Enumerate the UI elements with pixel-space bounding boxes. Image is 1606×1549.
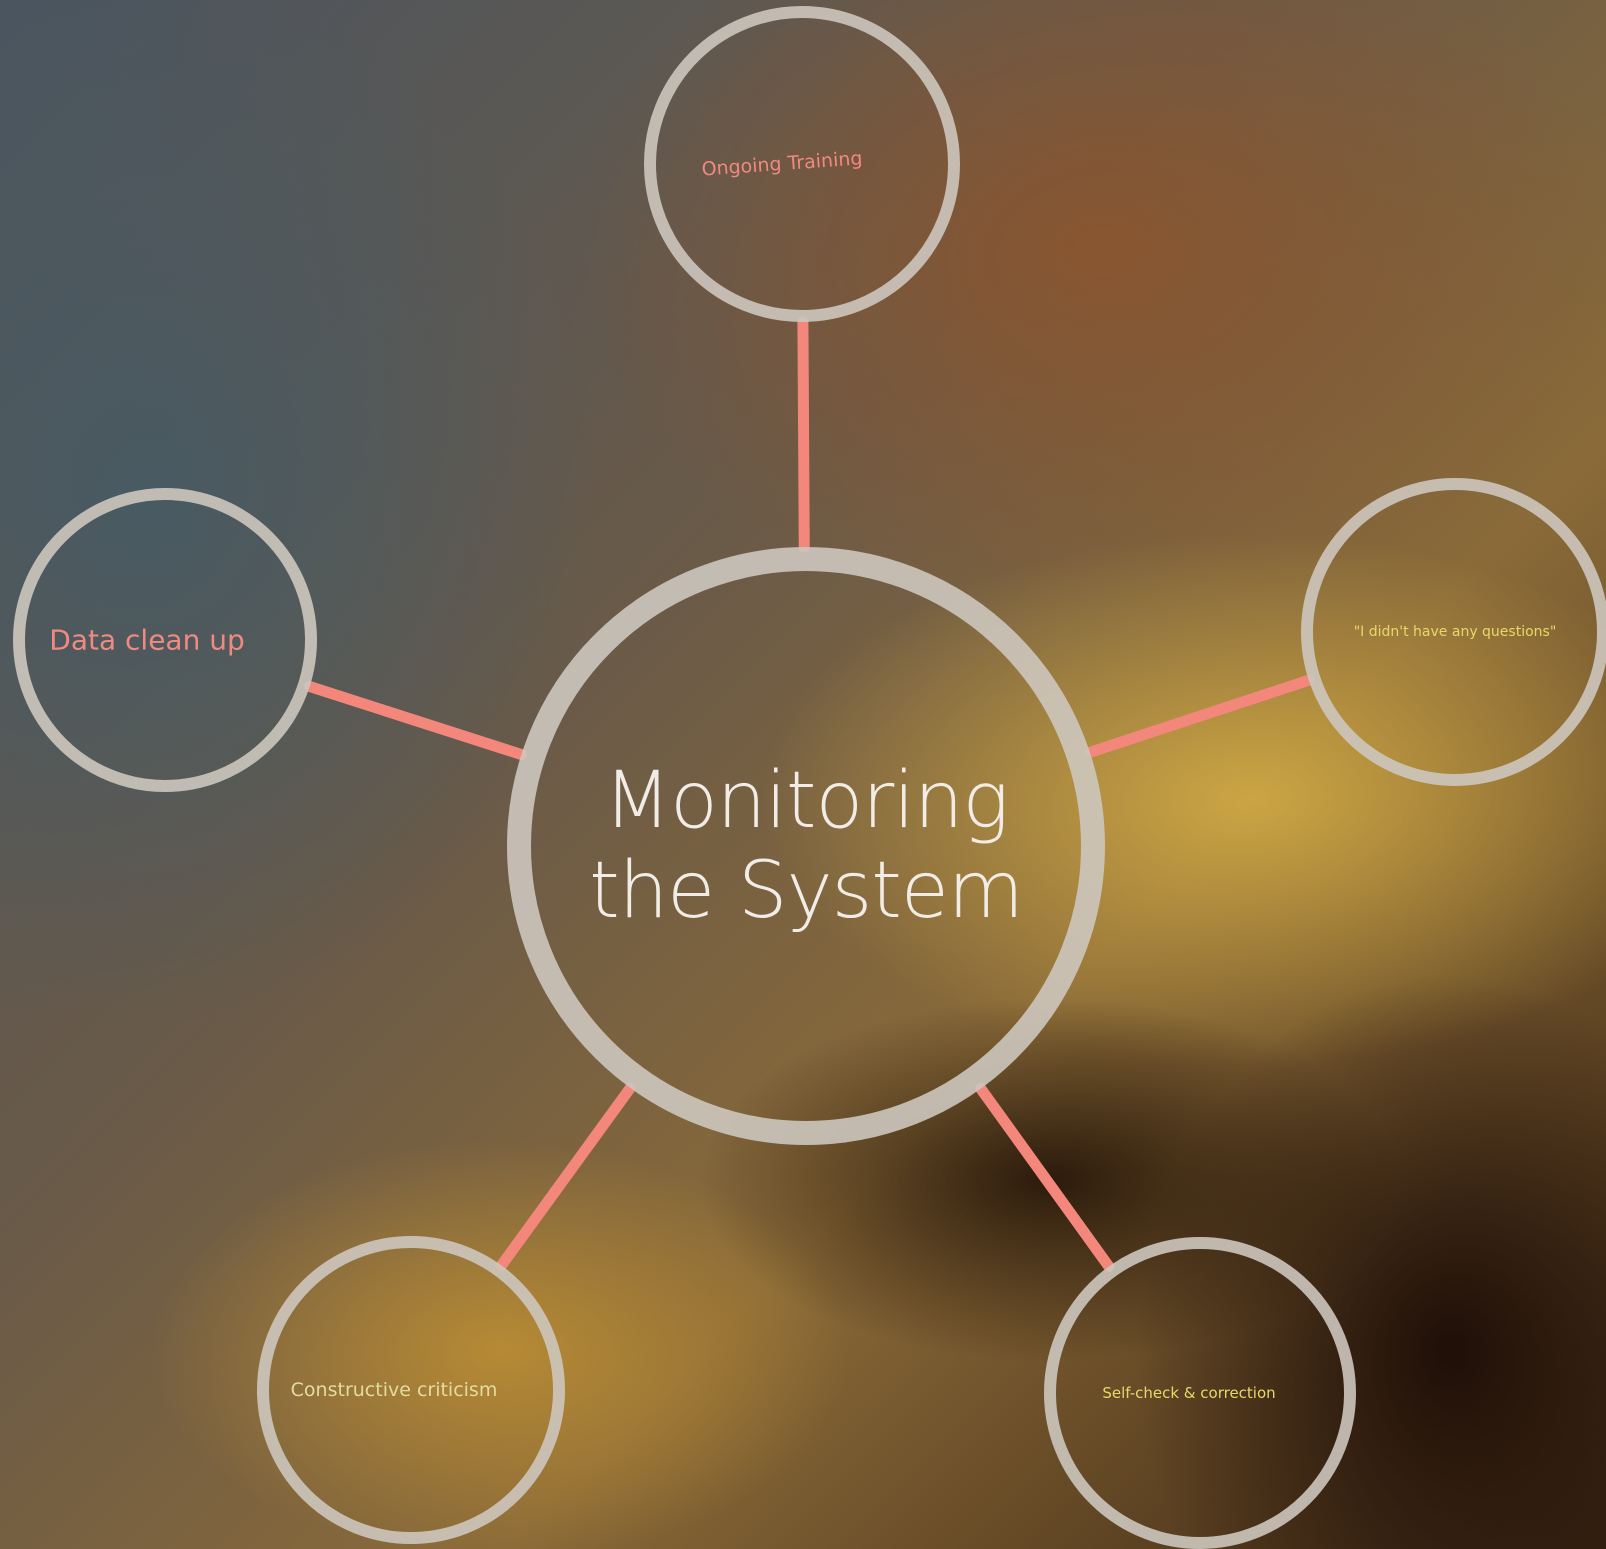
node-circle — [257, 1236, 565, 1544]
node-label: "I didn't have any questions" — [1353, 624, 1557, 640]
node-circle — [13, 488, 317, 792]
center-circle — [507, 547, 1105, 1145]
node-label: Data clean up — [49, 623, 245, 657]
connector — [975, 1083, 1115, 1272]
connector — [304, 681, 527, 761]
node-circle — [1301, 478, 1606, 786]
connector — [495, 1082, 636, 1271]
node-circle — [1044, 1237, 1356, 1549]
node-label: Self-check & correction — [1102, 1384, 1276, 1402]
center-label: Monitoring the System — [589, 756, 1024, 936]
node-circle — [644, 6, 960, 322]
connector — [797, 316, 810, 553]
connector — [1084, 674, 1315, 758]
node-label: Constructive criticism — [290, 1379, 498, 1401]
